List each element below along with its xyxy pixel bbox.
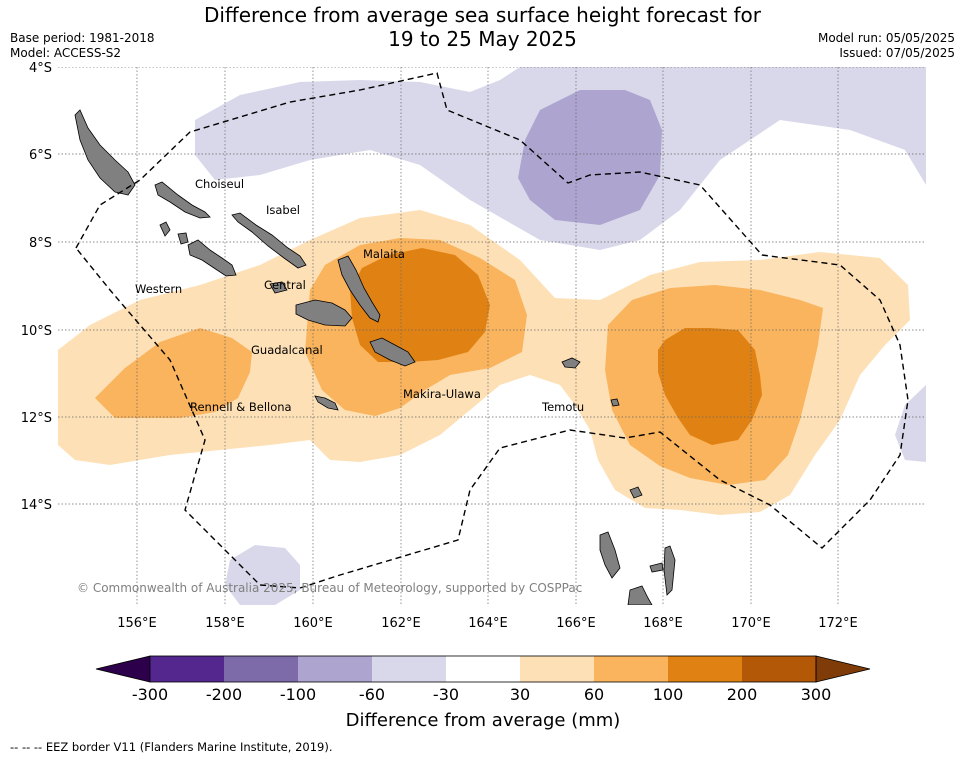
- title-line-1: Difference from average sea surface heig…: [203, 3, 762, 27]
- colorbar-outline: [149, 655, 817, 683]
- colorbar-segment-7: [594, 656, 668, 682]
- island-new-georgia: [187, 239, 237, 277]
- colorbar-segment-6: [520, 656, 594, 682]
- colorbar-segment-9: [742, 656, 816, 682]
- lon-label-172e: 172°E: [818, 616, 858, 631]
- copyright-notice: © Commonwealth of Australia 2025, Bureau…: [77, 581, 582, 595]
- colorbar-tick-300: 300: [801, 685, 832, 704]
- island-vanuatu-north: [599, 531, 621, 579]
- colorbar-tick-m200: -200: [206, 685, 242, 704]
- colorbar-segment-4: [372, 656, 446, 682]
- colorbar-tick-m300: -300: [132, 685, 168, 704]
- island-vanuatu-east: [663, 545, 676, 596]
- colorbar-tick-30: 30: [510, 685, 530, 704]
- lat-label-12s: 12°S: [21, 411, 52, 426]
- map-title: Difference from average sea surface heig…: [0, 3, 965, 51]
- eez-border: [75, 72, 909, 589]
- title-line-2: 19 to 25 May 2025: [388, 27, 577, 51]
- colorbar-segment-1: [150, 656, 224, 682]
- model-name: Model: ACCESS-S2: [10, 46, 122, 60]
- colorbar: -300 -200 -100 -60 -30 30 60 100 200 300…: [95, 655, 871, 731]
- base-period: Base period: 1981-2018: [10, 31, 155, 45]
- eez-footnote: -- -- -- EEZ border V11 (Flanders Marine…: [10, 740, 333, 754]
- colorbar-tick-m60: -60: [359, 685, 385, 704]
- place-label-isabel: Isabel: [266, 203, 300, 217]
- lat-label-6s: 6°S: [29, 148, 52, 163]
- island-malaita: [337, 255, 381, 323]
- lon-label-166e: 166°E: [556, 616, 596, 631]
- colorbar-extend-low: [95, 655, 151, 683]
- model-run: Model run: 05/05/2025: [817, 31, 955, 45]
- anomaly-region-light-orange-west: [95, 328, 252, 418]
- place-label-guadalcanal: Guadalcanal: [251, 343, 323, 357]
- colorbar-tick-60: 60: [584, 685, 604, 704]
- colorbar-segment-2: [224, 656, 298, 682]
- island-russells: [269, 281, 288, 294]
- lat-label-14s: 14°S: [21, 498, 52, 513]
- run-info: Model run: 05/05/2025 Issued: 07/05/2025: [818, 31, 955, 61]
- graticule: [58, 67, 926, 605]
- lon-label-170e: 170°E: [731, 616, 771, 631]
- island-vella: [159, 221, 171, 237]
- place-label-makira-ulawa: Makira-Ulawa: [403, 387, 481, 401]
- colorbar-segment-3: [298, 656, 372, 682]
- island-vanikoro: [629, 486, 643, 499]
- colorbar-segment-8: [668, 656, 742, 682]
- colorbar-tick-m30: -30: [433, 685, 459, 704]
- lon-label-158e: 158°E: [205, 616, 245, 631]
- place-label-central: Central: [264, 278, 306, 292]
- colorbar-tick-200: 200: [727, 685, 758, 704]
- island-guadalcanal: [295, 299, 353, 327]
- lon-label-156e: 156°E: [117, 616, 157, 631]
- lon-label-160e: 160°E: [293, 616, 333, 631]
- anomaly-region-orange-central: [350, 248, 490, 362]
- model-info: Base period: 1981-2018 Model: ACCESS-S2: [10, 31, 155, 61]
- lat-label-8s: 8°S: [29, 236, 52, 251]
- anomaly-region-orange-east: [658, 328, 762, 445]
- island-isabel: [231, 212, 307, 269]
- island-vanuatu-south: [627, 585, 653, 605]
- anomaly-region-lavender-south: [225, 545, 300, 605]
- island-santa-cruz: [561, 357, 581, 369]
- map-area: [58, 67, 926, 605]
- lat-label-10s: 10°S: [21, 324, 52, 339]
- place-label-malaita: Malaita: [363, 247, 405, 261]
- island-bougainville: [74, 109, 136, 196]
- island-ranongga: [177, 232, 189, 245]
- land-masses: [74, 109, 676, 605]
- place-label-western: Western: [135, 282, 182, 296]
- issued-date: Issued: 07/05/2025: [839, 46, 955, 60]
- lon-label-168e: 168°E: [643, 616, 683, 631]
- anomaly-region-lavender-east: [895, 385, 926, 462]
- colorbar-title: Difference from average (mm): [346, 710, 621, 731]
- colorbar-extend-high: [815, 655, 871, 683]
- island-rennell: [314, 395, 339, 411]
- island-utupua: [610, 398, 620, 407]
- colorbar-tick-100: 100: [653, 685, 684, 704]
- island-choiseul: [154, 181, 211, 219]
- island-makira: [369, 337, 416, 367]
- place-label-choiseul: Choiseul: [195, 177, 244, 191]
- lon-label-162e: 162°E: [381, 616, 421, 631]
- colorbar-tick-m100: -100: [280, 685, 316, 704]
- island-vanuatu-small: [649, 562, 664, 573]
- anomaly-region-lilac-north: [518, 90, 662, 225]
- lon-label-164e: 164°E: [468, 616, 508, 631]
- colorbar-segment-5: [446, 656, 520, 682]
- lat-label-4s: 4°S: [29, 61, 52, 76]
- place-label-temotu: Temotu: [541, 400, 584, 414]
- place-label-rennell-bellona: Rennell & Bellona: [190, 400, 292, 414]
